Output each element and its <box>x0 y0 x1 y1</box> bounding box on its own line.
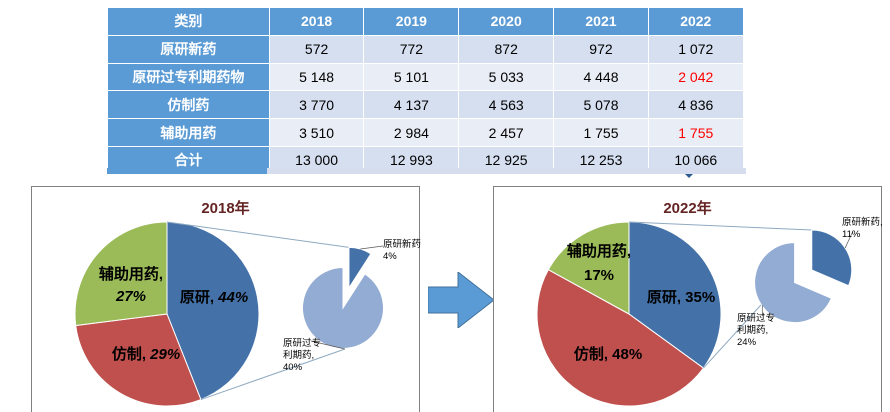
svg-text:原研新药,: 原研新药, <box>383 238 421 250</box>
svg-text:24%: 24% <box>737 337 757 348</box>
svg-text:利期药,: 利期药, <box>283 349 314 361</box>
svg-text:原研, 35%: 原研, 35% <box>647 289 715 306</box>
svg-text:仿制, 48%: 仿制, 48% <box>574 345 642 363</box>
svg-text:原研过专: 原研过专 <box>283 337 321 349</box>
svg-text:原研, 44%: 原研, 44% <box>180 289 248 306</box>
svg-text:原研过专: 原研过专 <box>737 312 775 324</box>
svg-text:原研新药,: 原研新药, <box>842 216 883 228</box>
svg-text:辅助用药,: 辅助用药, <box>567 242 631 260</box>
svg-text:40%: 40% <box>283 362 303 373</box>
svg-text:利期药,: 利期药, <box>737 324 768 336</box>
svg-text:4%: 4% <box>383 251 397 262</box>
svg-text:仿制, 29%: 仿制, 29% <box>112 345 180 363</box>
svg-text:11%: 11% <box>842 229 861 240</box>
svg-text:27%: 27% <box>115 288 146 305</box>
svg-text:辅助用药,: 辅助用药, <box>99 265 163 283</box>
svg-text:17%: 17% <box>584 267 614 284</box>
